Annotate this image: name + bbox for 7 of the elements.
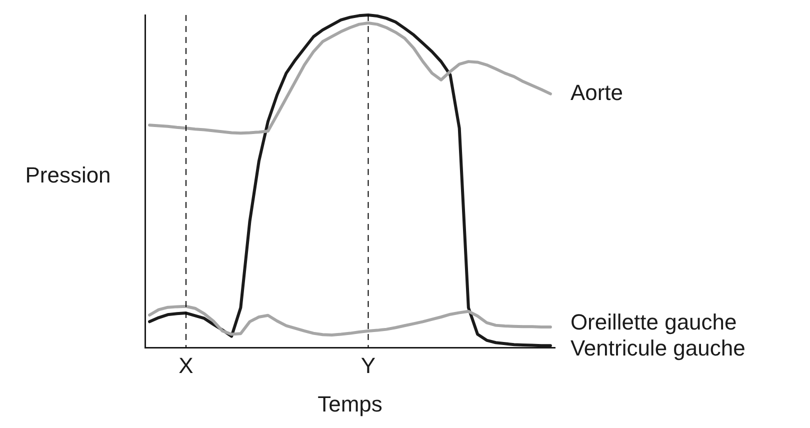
series-label: Ventricule gauche: [570, 335, 746, 360]
x-tick-label: Y: [360, 352, 376, 378]
series-label: Aorte: [570, 80, 624, 105]
y-axis-title: Pression: [25, 162, 111, 188]
x-axis-title: Temps: [318, 392, 382, 417]
series-label: Oreillette gauche: [570, 309, 737, 334]
x-tick-label: X: [178, 352, 194, 378]
